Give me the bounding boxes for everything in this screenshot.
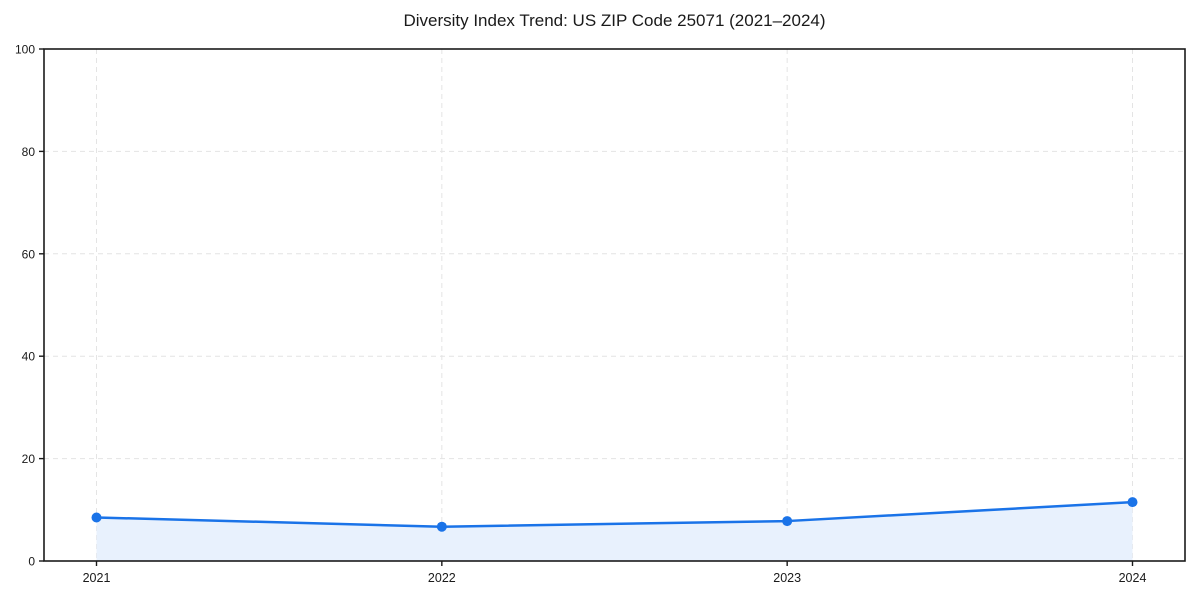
- y-axis-tick-label: 100: [15, 43, 35, 57]
- x-axis-tick-label: 2021: [83, 571, 111, 585]
- chart-title: Diversity Index Trend: US ZIP Code 25071…: [403, 11, 826, 30]
- y-axis-tick-label: 20: [22, 452, 36, 466]
- trend-line: [95, 500, 1134, 528]
- y-axis-tick-label: 0: [28, 555, 35, 569]
- x-axis-tick-label: 2023: [773, 571, 801, 585]
- y-axis-tick-label: 40: [22, 350, 36, 364]
- data-point-marker: [1127, 497, 1138, 508]
- data-point-marker: [782, 516, 793, 527]
- plot-box-spines: [43, 48, 1186, 562]
- data-point-marker: [436, 521, 447, 532]
- y-axis-tick-label: 60: [22, 247, 36, 261]
- x-axis-tick-label: 2024: [1119, 571, 1147, 585]
- data-point-marker: [91, 512, 102, 523]
- x-axis-tick-label: 2022: [428, 571, 456, 585]
- y-axis-tick-label: 80: [22, 145, 36, 159]
